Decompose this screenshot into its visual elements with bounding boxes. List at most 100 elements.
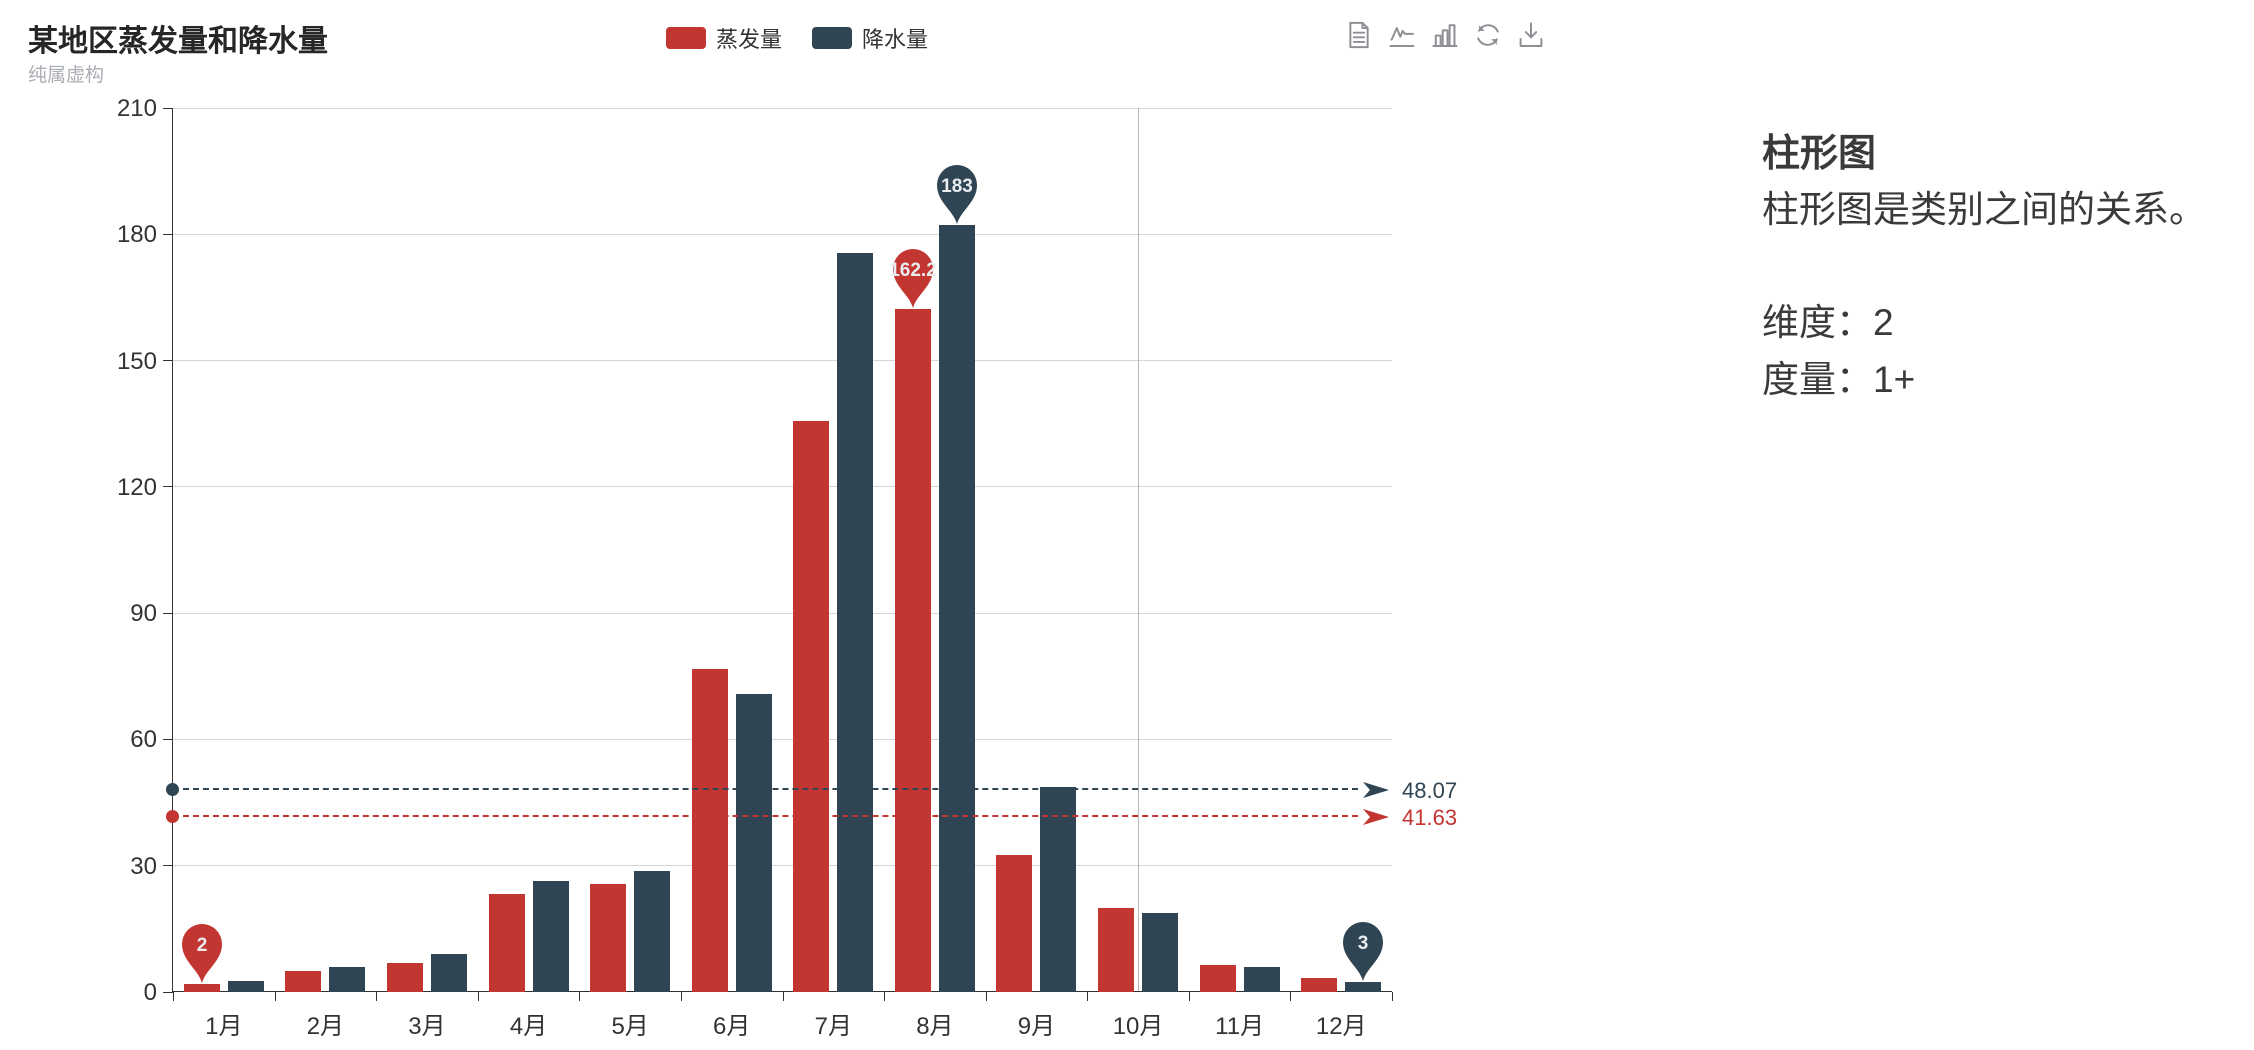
grid-line [173,738,1392,740]
mark-line-dash [183,788,1358,791]
x-axis-label: 5月 [611,1013,649,1040]
bar-蒸发量-2月[interactable] [285,971,322,992]
y-axis-label: 120 [116,473,157,501]
bar-蒸发量-8月[interactable] [894,309,931,992]
y-axis-label: 0 [143,979,157,1006]
x-axis-tick [579,992,581,1001]
y-axis-tick [163,991,173,993]
y-axis-label: 60 [130,726,157,754]
y-axis-label: 210 [116,95,157,122]
x-axis-label: 1月 [205,1013,243,1040]
bar-降水量-8月[interactable] [938,225,975,992]
x-axis-label: 8月 [916,1013,954,1040]
grid-line [173,865,1392,867]
bar-蒸发量-1月[interactable] [183,983,220,992]
legend-item-0[interactable]: 蒸发量 [666,22,782,54]
bar-蒸发量-11月[interactable] [1199,965,1236,992]
bar-降水量-11月[interactable] [1243,966,1280,992]
bar-降水量-4月[interactable] [532,880,569,992]
x-axis-tick [884,992,886,1001]
bar-chart-icon[interactable] [1430,20,1460,50]
description-gap [1762,238,2232,294]
grid-line [173,486,1392,488]
x-axis-tick [1392,992,1393,1001]
y-axis-line [171,108,173,992]
legend-label: 降水量 [862,27,929,52]
data-view-icon[interactable] [1344,20,1374,50]
bar-降水量-10月[interactable] [1142,912,1179,992]
line-chart-icon[interactable] [1387,20,1417,50]
mark-point-min-降水量[interactable]: 3 [1340,921,1386,988]
mark-line-label: 41.63 [1402,804,1458,830]
legend-swatch [812,27,853,49]
plot-area: 0 30 60 90 120 150 180 210 1月 2月 3月 4月 5月 6月 7月 8月 9月 10月… [116,95,1458,1040]
bar-蒸发量-4月[interactable] [488,894,525,992]
x-axis-tick [782,992,784,1001]
bar-降水量-2月[interactable] [329,967,366,992]
x-axis-label: 11月 [1215,1013,1265,1040]
bar-降水量-3月[interactable] [430,954,467,992]
bar-降水量-5月[interactable] [634,871,671,992]
description-body: 柱形图是类别之间的关系。 [1762,189,2206,230]
bar-蒸发量-7月[interactable] [793,421,830,992]
grid-line [173,612,1392,614]
mark-line-start-dot [166,810,179,824]
bar-蒸发量-3月[interactable] [386,962,423,992]
x-axis-label: 3月 [408,1013,446,1040]
description-heading: 柱形图 [1762,133,1877,175]
description-measure: 度量：1+ [1762,359,1916,400]
y-axis-tick [163,107,173,109]
grid-line [173,360,1392,362]
x-axis-label: 9月 [1017,1013,1056,1040]
vertical-guide-line [1138,108,1140,992]
x-axis-line [171,990,1392,992]
bar-蒸发量-9月[interactable] [996,854,1033,992]
mark-point-max-蒸发量[interactable]: 162.2 [889,248,937,315]
save-image-icon[interactable] [1516,20,1546,50]
y-axis-tick [163,486,173,488]
y-axis-label: 150 [116,347,157,375]
legend: 蒸发量 降水量 [666,22,928,54]
grid-line [173,107,1392,109]
x-axis-label: 6月 [713,1013,751,1040]
mark-point-max-降水量[interactable]: 183 [934,164,980,231]
bar-蒸发量-5月[interactable] [590,884,627,992]
legend-label: 蒸发量 [716,27,783,52]
y-axis-tick [163,360,173,362]
grid-line [173,233,1392,235]
svg-text:3: 3 [1358,933,1369,954]
restore-icon[interactable] [1473,20,1503,50]
bar-降水量-9月[interactable] [1040,786,1077,992]
svg-text:2: 2 [196,935,207,956]
bar-蒸发量-10月[interactable] [1098,907,1135,992]
x-axis-tick [274,992,276,1001]
bar-降水量-7月[interactable] [837,252,874,992]
y-axis-tick [163,738,173,740]
svg-text:162.2: 162.2 [889,260,937,281]
bar-降水量-12月[interactable] [1345,982,1382,992]
chart-title: 某地区蒸发量和降水量 [28,25,328,58]
bar-降水量-1月[interactable] [227,981,264,992]
mark-point-min-蒸发量[interactable]: 2 [179,923,225,990]
y-axis-label: 30 [130,852,157,880]
mark-line-dash [183,815,1358,818]
x-axis-tick [985,992,987,1001]
y-axis-tick [163,865,173,867]
svg-text:183: 183 [941,176,973,197]
bar-蒸发量-12月[interactable] [1301,978,1338,992]
x-axis-tick [1290,992,1292,1001]
mark-line-arrow [1362,808,1390,831]
y-axis-label: 90 [130,600,157,628]
x-axis-label: 12月 [1315,1013,1367,1040]
bar-降水量-6月[interactable] [735,694,772,992]
description-dimension: 维度：2 [1762,302,1894,343]
mark-line-start-dot [166,783,179,797]
x-axis-label: 4月 [509,1013,548,1040]
legend-item-1[interactable]: 降水量 [812,22,928,54]
x-axis-tick [1087,992,1089,1001]
description-panel: 柱形图 柱形图是类别之间的关系。 维度：2 度量：1+ [1762,126,2232,408]
x-axis-tick [376,992,378,1001]
x-axis-tick [173,992,174,1001]
bar-蒸发量-6月[interactable] [691,669,728,992]
